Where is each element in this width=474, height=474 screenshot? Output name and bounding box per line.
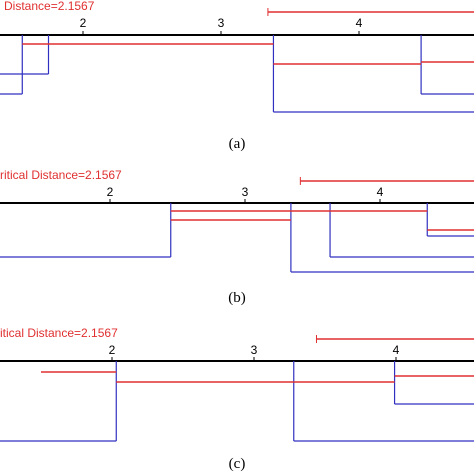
panel-caption: (b) xyxy=(228,290,246,306)
tick-label: 4 xyxy=(377,185,384,199)
tick-label: 4 xyxy=(393,343,400,357)
tick-label: 3 xyxy=(251,343,258,357)
tick-label: 3 xyxy=(218,16,225,30)
critical-distance-label: itical Distance=2.1567 xyxy=(0,326,118,340)
tick-label: 3 xyxy=(242,185,249,199)
panel-caption: (a) xyxy=(229,136,246,152)
tick-label: 2 xyxy=(109,343,116,357)
tick-label: 4 xyxy=(356,16,363,30)
panel-caption: (c) xyxy=(229,456,246,472)
tick-label: 2 xyxy=(80,16,87,30)
tick-label: 2 xyxy=(107,185,114,199)
critical-distance-label: Distance=2.1567 xyxy=(4,0,95,13)
critical-distance-label: ritical Distance=2.1567 xyxy=(0,168,122,182)
